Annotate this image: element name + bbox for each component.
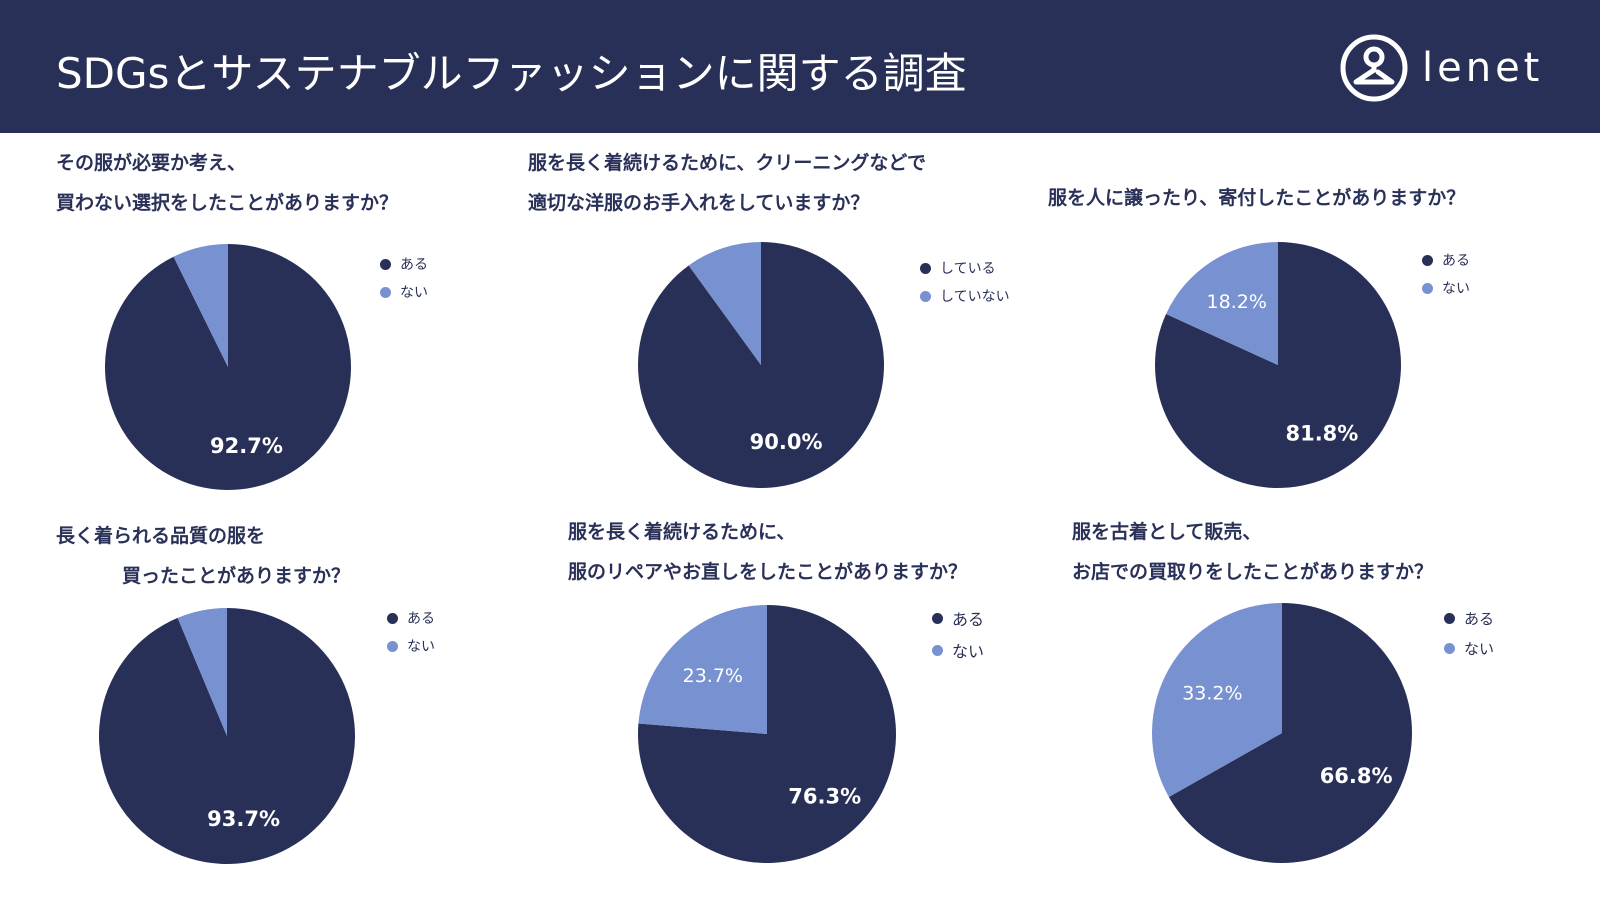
legend-swatch-minor [387, 640, 398, 652]
data-label-minor: 33.2% [1182, 682, 1242, 704]
logo-text: lenet [1422, 45, 1544, 91]
pie-chart-3: 81.8% 18.2% [1155, 242, 1401, 488]
legend-item-minor: ない [1444, 633, 1494, 663]
question-3: 服を人に譲ったり、寄付したことがありますか？ [1048, 178, 1465, 218]
legend-swatch-minor [932, 644, 943, 656]
legend-1: ある ない [380, 250, 428, 306]
data-label-major: 93.7% [207, 807, 280, 831]
question-5-line-2: 服のリペアやお直しをしたことがありますか？ [568, 561, 968, 583]
legend-swatch-major [380, 258, 391, 270]
question-6-line-1: 服を古着として販売、 [1072, 521, 1262, 543]
legend-swatch-minor [920, 290, 931, 302]
legend-item-major: ある [387, 604, 435, 632]
question-2-line-2: 適切な洋服のお手入れをしていますか？ [528, 192, 870, 214]
pie-chart-5: 76.3% 23.7% [638, 605, 896, 863]
legend-swatch-major [920, 262, 931, 274]
legend-label: していない [940, 289, 1010, 305]
legend-label: ある [952, 610, 985, 629]
legend-item-major: ある [932, 602, 984, 634]
legend-label: ない [400, 285, 428, 301]
legend-item-minor: ない [380, 278, 428, 306]
legend-label: している [940, 261, 996, 277]
legend-6: ある ない [1444, 603, 1494, 663]
question-2: 服を長く着続けるために、クリーニングなどで 適切な洋服のお手入れをしていますか？ [528, 143, 926, 223]
question-1-line-1: その服が必要か考え、 [56, 152, 247, 174]
legend-label: ある [1442, 253, 1470, 269]
question-6: 服を古着として販売、 お店での買取りをしたことがありますか？ [1072, 512, 1433, 592]
page-title: SDGsとサステナブルファッションに関する調査 [56, 49, 967, 98]
pie-chart-1: 92.7% [104, 244, 351, 490]
legend-item-minor: ない [387, 632, 435, 660]
pie-slice-minor [173, 244, 228, 367]
legend-swatch-minor [1422, 282, 1433, 294]
data-label-major: 92.7% [210, 434, 283, 458]
legend-item-minor: ない [1422, 274, 1470, 302]
hanger-person-logo-icon [1340, 34, 1408, 102]
question-5-line-1: 服を長く着続けるために、 [568, 521, 796, 543]
legend-label: ない [1442, 281, 1470, 297]
legend-label: ない [952, 642, 985, 661]
legend-swatch-major [1422, 254, 1433, 266]
data-label-minor: 18.2% [1207, 291, 1267, 313]
pie-slice-major [1168, 603, 1412, 863]
data-label-major: 66.8% [1320, 764, 1393, 788]
question-1: その服が必要か考え、 買わない選択をしたことがありますか？ [56, 143, 398, 223]
legend-swatch-major [1444, 612, 1455, 624]
legend-4: ある ない [387, 604, 435, 660]
legend-label: ある [407, 611, 435, 627]
legend-swatch-minor [380, 286, 391, 298]
data-label-major: 76.3% [788, 785, 861, 809]
legend-label: ない [407, 639, 435, 655]
legend-item-minor: ない [932, 634, 984, 666]
legend-5: ある ない [932, 602, 984, 666]
legend-swatch-major [932, 612, 943, 624]
legend-2: している していない [920, 254, 1010, 310]
pie-slice-minor [1166, 242, 1278, 365]
legend-label: ある [400, 257, 428, 273]
legend-item-minor: していない [920, 282, 1010, 310]
pie-slice-minor [177, 608, 227, 736]
question-3-line-1: 服を人に譲ったり、寄付したことがありますか？ [1048, 187, 1466, 209]
pie-chart-6: 66.8% 33.2% [1152, 603, 1412, 863]
legend-item-major: ある [1422, 246, 1470, 274]
legend-swatch-minor [1444, 642, 1455, 654]
legend-item-major: している [920, 254, 1010, 282]
question-4: 長く着られる品質の服を 買ったことがありますか？ [56, 516, 350, 596]
question-4-line-1: 長く着られる品質の服を [56, 525, 266, 547]
question-6-line-2: お店での買取りをしたことがありますか？ [1072, 561, 1434, 583]
legend-3: ある ない [1422, 246, 1470, 302]
header-bar: SDGsとサステナブルファッションに関する調査 lenet [0, 0, 1600, 133]
pie-slice-major [104, 244, 351, 490]
question-4-line-2: 買ったことがありますか？ [122, 565, 351, 587]
data-label-major: 81.8% [1285, 421, 1358, 445]
pie-slice-minor [638, 605, 767, 734]
pie-slice-minor [1152, 603, 1282, 798]
pie-chart-2: 90.0% [638, 242, 884, 488]
pie-slice-minor [688, 242, 761, 365]
pie-chart-4: 93.7% [98, 608, 355, 864]
question-1-line-2: 買わない選択をしたことがありますか？ [56, 192, 399, 214]
pie-slice-major [98, 608, 355, 864]
legend-swatch-major [387, 612, 398, 624]
data-label-minor: 23.7% [683, 665, 743, 687]
legend-item-major: ある [380, 250, 428, 278]
question-2-line-1: 服を長く着続けるために、クリーニングなどで [528, 152, 927, 174]
data-label-major: 90.0% [750, 430, 823, 454]
legend-item-major: ある [1444, 603, 1494, 633]
legend-label: ない [1464, 639, 1495, 658]
logo: lenet [1340, 34, 1543, 102]
legend-label: ある [1464, 609, 1495, 628]
question-5: 服を長く着続けるために、 服のリペアやお直しをしたことがありますか？ [568, 512, 967, 592]
